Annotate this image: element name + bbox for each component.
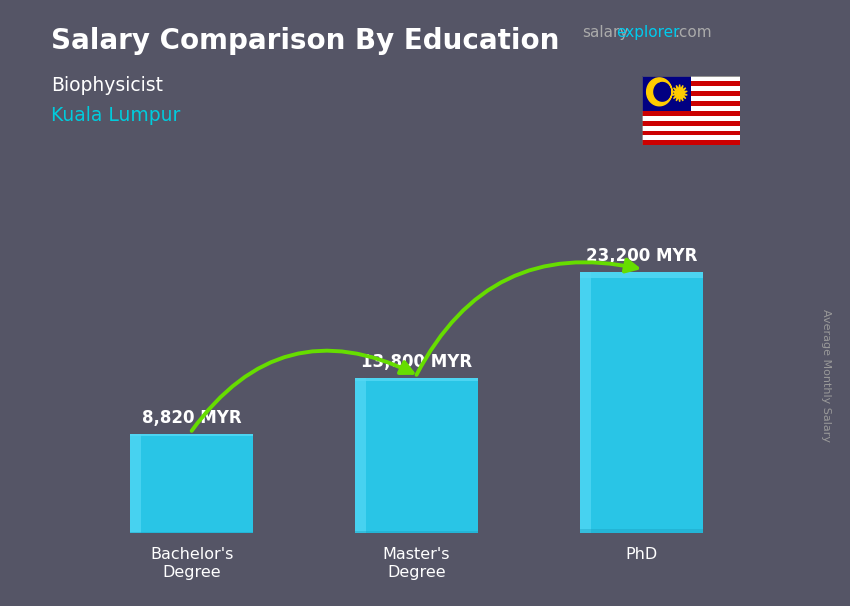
Polygon shape xyxy=(647,78,672,106)
Bar xyxy=(642,116,740,121)
Text: 8,820 MYR: 8,820 MYR xyxy=(142,409,241,427)
Text: Salary Comparison By Education: Salary Comparison By Education xyxy=(51,27,559,55)
Bar xyxy=(354,378,366,533)
Bar xyxy=(642,110,740,116)
Polygon shape xyxy=(672,85,688,102)
Bar xyxy=(642,96,740,101)
Text: 13,800 MYR: 13,800 MYR xyxy=(361,353,472,371)
Bar xyxy=(130,434,253,533)
Bar xyxy=(642,121,740,125)
Bar xyxy=(642,81,740,85)
Bar xyxy=(354,531,479,533)
Text: salary: salary xyxy=(582,25,629,41)
Text: Kuala Lumpur: Kuala Lumpur xyxy=(51,106,180,125)
Bar xyxy=(642,76,690,110)
Bar xyxy=(580,272,703,533)
FancyArrowPatch shape xyxy=(416,259,638,375)
Bar xyxy=(580,272,703,278)
Bar xyxy=(130,434,253,436)
Bar xyxy=(130,434,141,533)
Text: explorer: explorer xyxy=(616,25,680,41)
Text: .com: .com xyxy=(674,25,711,41)
Text: Average Monthly Salary: Average Monthly Salary xyxy=(821,309,831,442)
Bar xyxy=(642,136,740,141)
Bar xyxy=(642,91,740,96)
Bar xyxy=(642,141,740,145)
FancyArrowPatch shape xyxy=(191,351,412,431)
Bar xyxy=(642,85,740,91)
Bar xyxy=(130,532,253,533)
Bar xyxy=(642,130,740,136)
Bar xyxy=(354,378,479,533)
Bar xyxy=(642,101,740,105)
Bar xyxy=(580,272,591,533)
Text: 23,200 MYR: 23,200 MYR xyxy=(586,247,697,265)
Bar xyxy=(642,125,740,130)
Bar xyxy=(580,530,703,533)
Bar xyxy=(354,378,479,381)
Text: Biophysicist: Biophysicist xyxy=(51,76,163,95)
Bar xyxy=(642,105,740,110)
Bar xyxy=(642,76,740,81)
